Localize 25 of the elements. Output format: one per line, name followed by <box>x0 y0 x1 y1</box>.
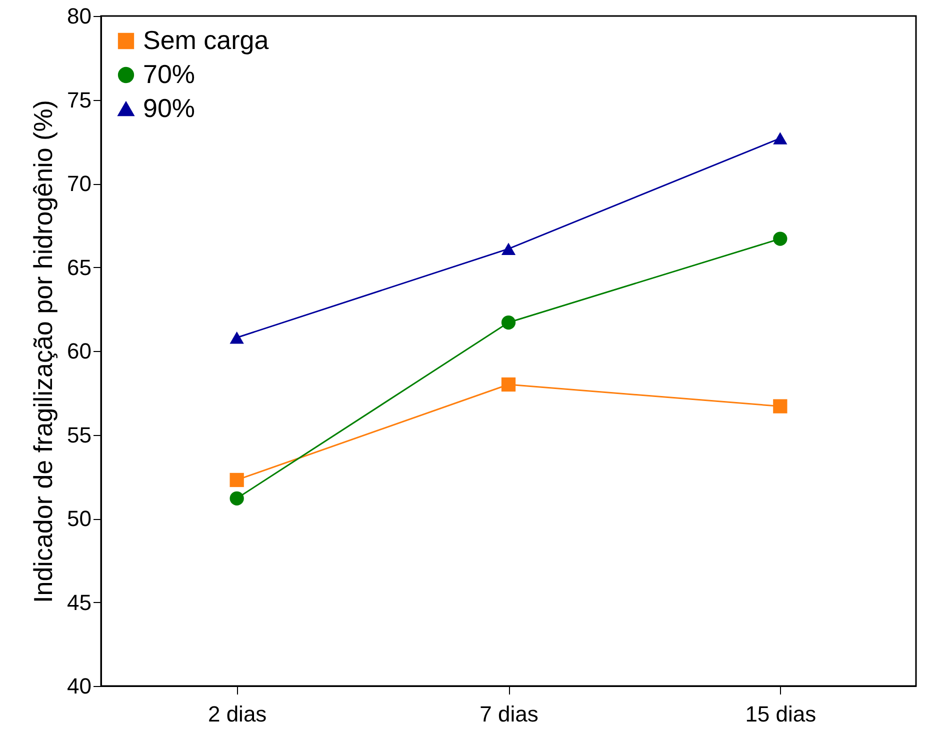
point <box>773 232 788 246</box>
y-tick-label: 65 <box>67 254 92 280</box>
point <box>773 399 788 414</box>
point <box>230 491 244 506</box>
point <box>230 472 244 488</box>
point <box>773 132 788 144</box>
y-tick-label: 40 <box>67 674 92 698</box>
y-tick-label: 75 <box>67 87 92 112</box>
point <box>230 331 244 344</box>
y-axis-title: Indicador de fragilização por hidrogênio (%) <box>28 100 58 603</box>
point <box>501 242 516 255</box>
point <box>501 377 516 392</box>
y-tick-label: 55 <box>67 422 92 448</box>
legend-label: 70% <box>143 59 196 89</box>
legend-label: 90% <box>143 93 196 123</box>
point <box>501 315 516 330</box>
y-tick-label: 70 <box>67 171 92 196</box>
y-tick-label: 80 <box>67 4 92 28</box>
x-tick-label: 7 dias <box>480 702 538 726</box>
y-tick-label: 45 <box>67 590 92 615</box>
x-tick-label: 2 dias <box>208 702 267 726</box>
y-tick-label: 60 <box>67 338 92 364</box>
x-tick-label: 15 dias <box>745 702 816 726</box>
legend-label: Sem carga <box>143 25 270 55</box>
y-tick-label: 50 <box>67 506 92 531</box>
